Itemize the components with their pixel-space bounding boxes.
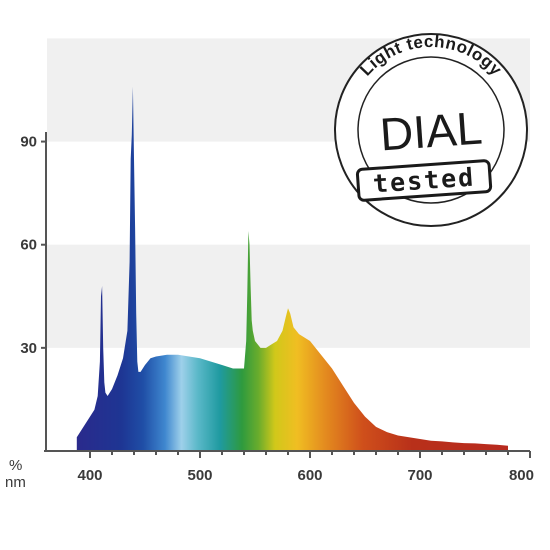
y-tick-label: 90	[20, 134, 37, 151]
x-tick-label: 500	[187, 467, 212, 484]
seal-brand: DIAL	[378, 101, 484, 160]
x-axis-label: nm	[5, 474, 26, 491]
seal-stamp: tested	[372, 162, 476, 198]
x-tick-label: 800	[509, 467, 534, 484]
seal-inner-ring	[357, 56, 505, 204]
tick-labels: 30 60 90 400 500 600 700 800	[20, 134, 534, 484]
axes	[41, 132, 531, 458]
spectrum-area	[76, 86, 509, 451]
seal-stamp-box	[355, 159, 493, 202]
x-tick-label: 600	[297, 467, 322, 484]
y-axis-label: %	[9, 457, 22, 474]
y-tick-label: 60	[20, 237, 37, 254]
x-tick-label: 700	[407, 467, 432, 484]
x-tick-label: 400	[77, 467, 102, 484]
dial-tested-seal: Light technology DIAL tested	[334, 32, 528, 227]
y-tick-label: 30	[20, 340, 37, 357]
